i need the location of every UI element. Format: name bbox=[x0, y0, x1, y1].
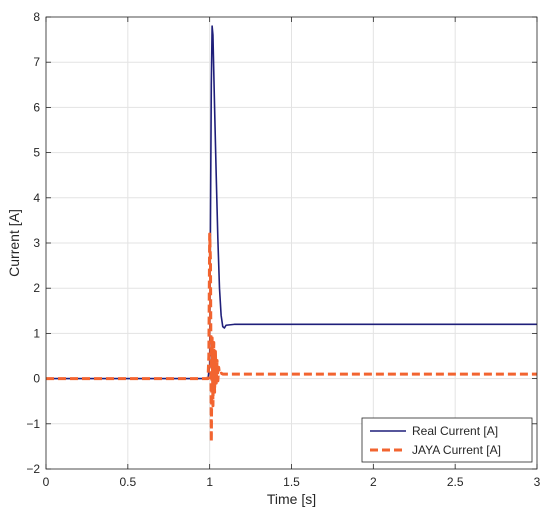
y-tick-label: 6 bbox=[33, 100, 40, 114]
y-axis-label: Current [A] bbox=[6, 209, 22, 277]
series-lines bbox=[46, 25, 537, 444]
y-tick-label: 0 bbox=[33, 372, 40, 386]
x-tick-label: 1.5 bbox=[283, 475, 300, 489]
y-tick-label: 2 bbox=[33, 281, 40, 295]
y-tick-label: 7 bbox=[33, 55, 40, 69]
y-tick-label: 4 bbox=[33, 191, 40, 205]
x-tick-label: 2.5 bbox=[447, 475, 464, 489]
y-tick-label: 5 bbox=[33, 146, 40, 160]
legend-label-real-current: Real Current [A] bbox=[412, 424, 498, 438]
x-axis-label: Time [s] bbox=[267, 491, 316, 507]
x-tick-label: 2 bbox=[370, 475, 377, 489]
y-tick-label: −1 bbox=[26, 417, 40, 431]
x-tick-label: 0.5 bbox=[119, 475, 136, 489]
legend: Real Current [A] JAYA Current [A] bbox=[361, 417, 533, 463]
x-tick-label: 3 bbox=[534, 475, 541, 489]
y-tick-label: 8 bbox=[33, 10, 40, 24]
series-jaya-current-line bbox=[46, 232, 537, 444]
x-tick-label: 0 bbox=[43, 475, 50, 489]
legend-box bbox=[361, 417, 533, 463]
legend-label-jaya-current: JAYA Current [A] bbox=[412, 443, 501, 457]
x-tick-label: 1 bbox=[206, 475, 213, 489]
y-tick-label: 3 bbox=[33, 236, 40, 250]
plot-frame bbox=[45, 16, 538, 470]
y-tick-label: −2 bbox=[26, 462, 40, 476]
y-tick-label: 1 bbox=[33, 326, 40, 340]
